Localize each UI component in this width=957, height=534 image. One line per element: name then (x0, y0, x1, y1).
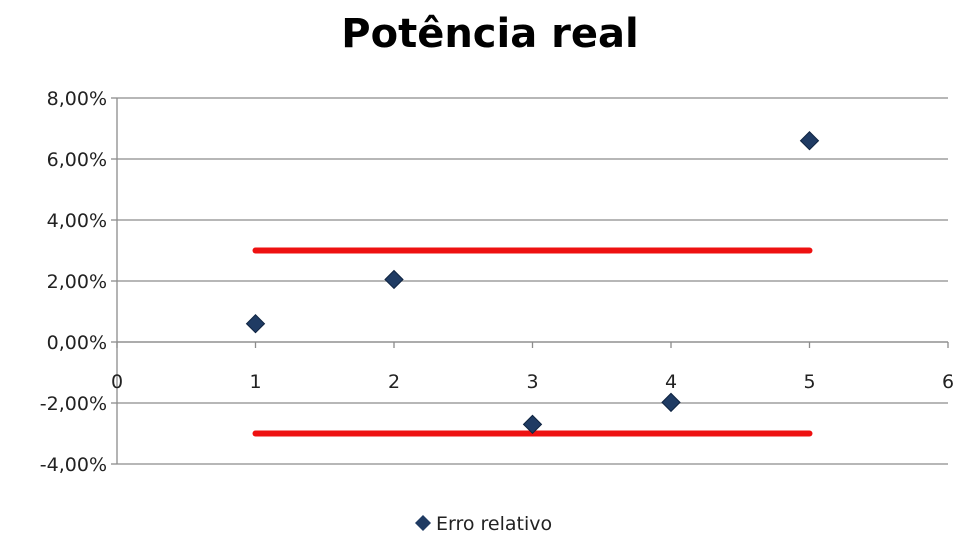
x-tick-label: 0 (111, 371, 123, 393)
data-point (799, 130, 820, 151)
y-tick-label: -2,00% (40, 393, 107, 415)
x-tick-label: 3 (526, 371, 538, 393)
legend: Erro relativo (415, 513, 552, 534)
legend-marker-diamond-icon (415, 515, 431, 531)
data-point (661, 392, 681, 413)
x-tick-label: 6 (942, 371, 954, 393)
gridlines (117, 97, 948, 465)
chart-title: Potência real (341, 11, 638, 57)
y-tick-label: 4,00% (47, 210, 107, 232)
x-tick-label: 2 (388, 371, 400, 393)
x-tick-labels: 0 1 2 3 4 5 6 (111, 371, 954, 393)
y-tick-label: 0,00% (47, 332, 107, 354)
data-point (522, 414, 543, 435)
y-tick-labels: 8,00% 6,00% 4,00% 2,00% 0,00% -2,00% -4,00% (40, 88, 107, 476)
x-tick-label: 5 (803, 371, 815, 393)
y-tick-label: 8,00% (47, 88, 107, 110)
legend-label: Erro relativo (436, 513, 552, 534)
data-points (245, 130, 820, 435)
axes (111, 97, 949, 465)
y-tick-label: -4,00% (40, 454, 107, 476)
y-tick-label: 6,00% (47, 149, 107, 171)
data-point (384, 269, 404, 290)
x-tick-label: 1 (249, 371, 261, 393)
data-point (245, 313, 266, 334)
y-tick-label: 2,00% (47, 271, 107, 293)
x-tick-label: 4 (665, 371, 677, 393)
